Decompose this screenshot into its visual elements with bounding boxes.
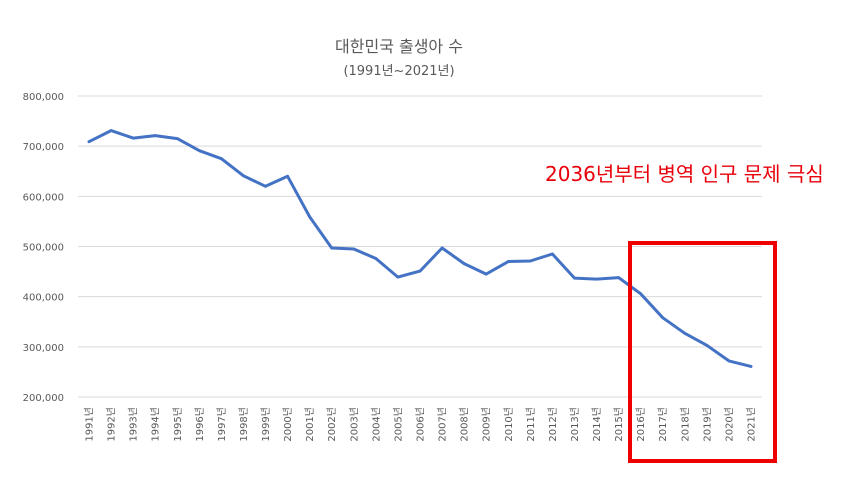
data-point	[705, 343, 709, 347]
x-tick-label: 2005년	[392, 407, 404, 442]
x-tick-label: 2001년	[304, 407, 316, 442]
data-point	[727, 359, 731, 363]
x-tick-label: 2000년	[282, 407, 294, 442]
data-point	[749, 364, 753, 368]
annotation-text: 2036년부터 병역 인구 문제 극심	[545, 162, 824, 186]
x-tick-label: 2018년	[679, 407, 691, 442]
data-point	[352, 247, 356, 251]
data-point	[440, 246, 444, 250]
x-tick-label: 1999년	[260, 407, 272, 442]
data-point	[661, 316, 665, 320]
data-point	[109, 129, 113, 133]
data-point	[264, 184, 267, 188]
x-tick-label: 2002년	[326, 407, 338, 442]
x-tick-label: 1993년	[128, 407, 140, 442]
x-tick-label: 2014년	[591, 407, 603, 442]
data-point	[683, 331, 687, 335]
chart-title: 대한민국 출생아 수	[335, 37, 463, 56]
x-tick-label: 2015년	[613, 407, 625, 442]
x-tick-label: 2021년	[745, 407, 757, 442]
x-tick-label: 2003년	[348, 407, 360, 442]
data-point	[131, 136, 135, 140]
data-point	[308, 215, 312, 219]
x-tick-label: 2020년	[723, 407, 735, 442]
data-point	[330, 246, 334, 250]
x-tick-label: 1995년	[172, 407, 184, 442]
x-tick-label: 2011년	[525, 407, 537, 442]
x-tick-label: 1997년	[216, 407, 228, 442]
data-point	[528, 259, 532, 263]
chart-subtitle: (1991년~2021년)	[343, 64, 455, 79]
x-tick-label: 2004년	[370, 407, 382, 442]
data-point	[242, 174, 245, 178]
x-tick-label: 2006년	[415, 407, 427, 442]
data-point	[175, 137, 179, 141]
data-point	[396, 275, 400, 279]
data-point	[197, 149, 201, 153]
data-point	[153, 134, 157, 138]
data-point	[286, 174, 290, 178]
y-tick-label: 700,000	[23, 142, 64, 153]
data-point	[506, 260, 510, 263]
data-point	[550, 252, 554, 256]
data-point	[595, 277, 598, 281]
y-tick-label: 600,000	[23, 192, 64, 203]
data-point	[573, 276, 576, 280]
y-tick-label: 500,000	[23, 243, 64, 254]
data-point	[639, 292, 643, 296]
data-point	[374, 257, 378, 260]
x-tick-label: 2013년	[569, 407, 581, 442]
data-point	[418, 269, 422, 273]
data-point	[220, 157, 223, 161]
x-tick-label: 1998년	[238, 407, 250, 442]
x-tick-label: 1994년	[150, 407, 162, 442]
data-point	[484, 272, 488, 276]
x-tick-label: 2007년	[437, 407, 449, 442]
y-tick-label: 300,000	[23, 343, 64, 354]
y-tick-label: 400,000	[23, 293, 64, 304]
x-tick-label: 2012년	[547, 407, 559, 442]
data-point	[617, 276, 620, 280]
x-tick-label: 1992년	[106, 407, 118, 442]
x-tick-label: 2019년	[701, 407, 713, 442]
y-tick-label: 200,000	[23, 393, 64, 404]
data-point	[87, 140, 91, 144]
x-tick-label: 1991년	[84, 407, 96, 442]
data-point	[462, 262, 466, 265]
x-tick-label: 2016년	[635, 407, 647, 442]
x-tick-label: 2008년	[459, 407, 471, 442]
x-tick-label: 2017년	[657, 407, 669, 442]
highlight-box	[628, 241, 777, 463]
x-tick-label: 1996년	[194, 407, 206, 442]
y-tick-label: 800,000	[23, 92, 64, 103]
x-tick-label: 2010년	[503, 407, 515, 442]
x-tick-label: 2009년	[481, 407, 493, 442]
